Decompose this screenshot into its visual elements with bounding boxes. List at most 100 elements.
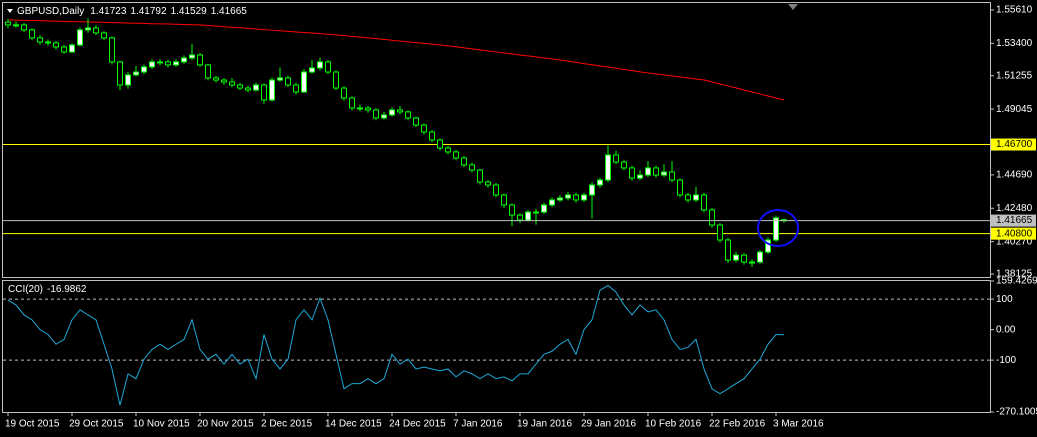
candle-body [501,194,507,206]
candle-body [421,124,427,133]
moving-average [7,19,785,101]
candle-body [45,41,51,44]
candle-body [53,42,59,48]
candle-body [21,24,27,31]
candle-body [141,66,147,73]
candle-body [509,204,515,216]
candle-body [773,217,779,241]
candle-body [229,81,235,86]
indicator-name: CCI(20) [8,284,43,295]
candle-body [597,179,603,186]
candle-body [541,204,547,213]
cci-panel-frame [2,280,991,413]
candle-body [125,74,131,86]
candle-body [189,54,195,59]
x-tick-label: 10 Nov 2015 [133,419,190,430]
candle-body [93,27,99,34]
candle-body [133,71,139,76]
candle-body [269,79,275,101]
candle-body [149,61,155,68]
last-low: 1.41529 [171,6,208,17]
x-tick-label: 19 Jan 2016 [517,419,572,430]
candle-body [29,29,35,39]
candle-body [309,67,315,73]
candle-body [557,197,563,201]
level-label: 1.46700 [996,139,1033,150]
candle-body [85,27,91,31]
candle-body [69,44,75,53]
candle-body [293,84,299,93]
panel-menu-arrow [7,9,13,13]
candle-body [5,21,11,26]
candle-body [181,57,187,63]
candle-body [613,154,619,163]
y-tick-label: 1.42480 [996,203,1033,214]
candle-body [61,46,67,53]
price-label: 1.41665 [996,215,1033,226]
indicator-title: CCI(20) -16.9862 [8,284,87,295]
candle-body [629,167,635,179]
candle-body [213,77,219,81]
candle-body [285,77,291,86]
indicator-line [7,284,785,406]
plot-layer: 1.55610 1.53400 1.51255 1.49045 1.44690 1.424… [3,5,1037,430]
candle-body [549,199,555,206]
y-tick-label: 1.44690 [996,170,1033,181]
x-tick-label: 29 Oct 2015 [69,419,124,430]
candle-body [437,139,443,149]
candle-body [485,181,491,186]
candle-body [13,24,19,27]
y-tick-label: 1.53400 [996,38,1033,49]
level-label-box [991,227,1036,240]
candle-body [693,194,699,201]
candle-body [565,194,571,199]
x-tick-label: 20 Nov 2015 [197,419,254,430]
candle-body [333,71,339,89]
candle-body [349,97,355,109]
highlight-circle [757,209,799,247]
candle-body [429,131,435,141]
candle-body [325,61,331,73]
x-tick-label: 7 Jan 2016 [453,419,503,430]
level-label-box [991,138,1036,151]
candle-body [661,171,667,176]
candle-body [637,174,643,179]
candle-body [741,254,747,263]
candle-body [157,61,163,64]
candle-body [413,117,419,126]
y-tick-label: 100 [996,294,1013,305]
candle-body [725,239,731,261]
candle-body [301,71,307,93]
candle-body [165,61,171,66]
x-tick-label: 24 Dec 2015 [389,419,446,430]
price-panel-frame [2,2,991,278]
candle-body [453,151,459,159]
candle-body [605,154,611,181]
candle-body [173,61,179,66]
candle-body [381,114,387,119]
candle-body [717,224,723,241]
candle-body [669,171,675,181]
chart-shift-marker [788,4,798,10]
candle-body [261,84,267,101]
candle-body [517,214,523,221]
candle-body [237,84,243,89]
candle-body [589,184,595,196]
candle-body [757,251,763,263]
candle-body [277,77,283,81]
x-tick-label: 2 Dec 2015 [261,419,313,430]
last-open: 1.41723 [90,6,127,17]
candle-body [365,107,371,111]
candle-body [581,194,587,201]
candle-body [709,209,715,226]
candle-body [445,147,451,153]
candle-body [653,167,659,176]
y-tick-label: -100 [996,355,1016,366]
candle-body [573,194,579,201]
indicator-value: -16.9862 [47,284,87,295]
candle-body [685,194,691,201]
candle-body [317,61,323,69]
candle-body [469,164,475,171]
candle-body [477,169,483,183]
